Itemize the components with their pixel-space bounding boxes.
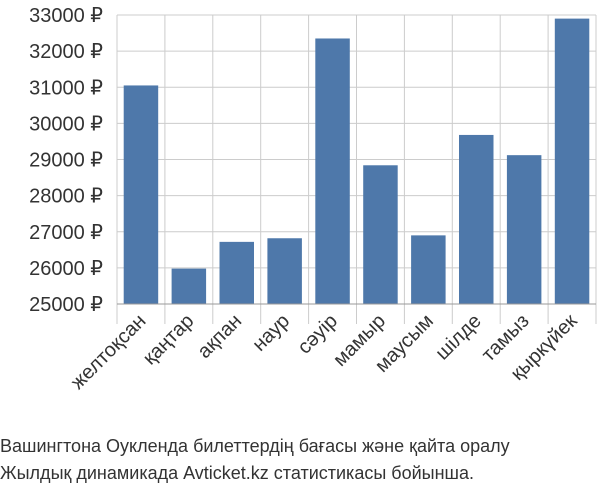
y-tick-label: 27000 ₽: [29, 222, 103, 244]
bar-2: [171, 268, 207, 304]
bar-4: [267, 238, 302, 304]
caption-line-1: Вашингтона Оукленда билеттердің бағасы ж…: [0, 436, 510, 456]
y-tick-label: 26000 ₽: [29, 258, 103, 280]
x-tick-label: наур: [248, 310, 294, 356]
bar-5: [315, 38, 350, 304]
bar-6: [363, 165, 398, 304]
bar-8: [459, 134, 494, 304]
y-tick-label: 33000 ₽: [29, 5, 103, 27]
bar-9: [506, 155, 542, 304]
bar-chart: 25000 ₽ 26000 ₽ 27000 ₽ 28000 ₽ 29000 ₽ 30000…: [29, 5, 597, 394]
y-tick-label: 31000 ₽: [29, 77, 103, 99]
y-tick-labels: 25000 ₽ 26000 ₽ 27000 ₽ 28000 ₽ 29000 ₽ 30000…: [29, 5, 103, 316]
y-tick-label: 29000 ₽: [29, 150, 103, 172]
x-tick-label: қаңтар: [139, 310, 198, 369]
y-tick-label: 30000 ₽: [29, 113, 103, 135]
gridlines: [116, 14, 597, 324]
caption-line-2: Жылдық динамикада Avticket.kz статистика…: [0, 463, 474, 483]
x-tick-label: желтоқсан: [67, 310, 151, 394]
bar-3: [219, 241, 254, 304]
x-tick-label: ақпан: [193, 310, 246, 363]
y-tick-label: 28000 ₽: [29, 186, 103, 208]
y-tick-label: 32000 ₽: [29, 41, 103, 63]
bar-7: [411, 235, 446, 304]
bar-1: [123, 85, 159, 304]
bars: [123, 18, 590, 305]
x-tick-label: шілде: [431, 310, 485, 364]
bar-10: [554, 18, 590, 305]
y-tick-label: 25000 ₽: [29, 294, 103, 316]
